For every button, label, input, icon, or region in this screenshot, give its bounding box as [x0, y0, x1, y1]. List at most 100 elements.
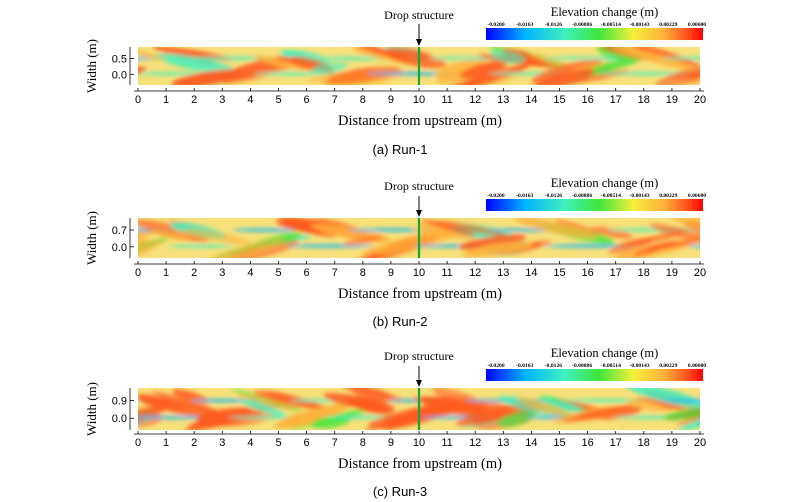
x-tick-label: 9: [388, 267, 394, 279]
bed-patch: [497, 410, 536, 428]
y-tick-label: 0.0: [112, 242, 127, 254]
bed-patch: [775, 409, 800, 435]
bed-patch: [756, 228, 800, 253]
drop-arrow-head: [416, 39, 422, 46]
colorbar-tick-label: 0.00229: [659, 363, 677, 369]
colorbar-title: Elevation change (m): [551, 176, 659, 190]
x-tick-label: 20: [694, 94, 706, 106]
drop-arrow-head: [416, 380, 422, 387]
scour-channel: [751, 399, 800, 402]
x-tick-label: 16: [581, 94, 593, 106]
colorbar-title: Elevation change (m): [551, 346, 659, 360]
bed-patch: [793, 65, 800, 85]
bed-patch: [710, 47, 781, 79]
bed-patch: [240, 399, 285, 416]
bed-patch: [531, 59, 602, 84]
colorbar-tick-label: -0.00143: [630, 193, 650, 199]
y-tick-label: 0.7: [112, 225, 127, 237]
bed-patch: [792, 62, 800, 82]
x-tick-label: 4: [247, 437, 253, 449]
bed-patch: [710, 52, 789, 75]
bed-patch: [576, 405, 645, 421]
x-tick-label: 1: [163, 437, 169, 449]
bed-patch: [744, 226, 800, 253]
x-tick-label: 17: [610, 437, 622, 449]
x-axis-title: Distance from upstream (m): [338, 456, 502, 472]
x-tick-label: 6: [304, 267, 310, 279]
colorbar-tick-label: -0.0200: [487, 193, 504, 199]
drop-structure-label: Drop structure: [384, 8, 454, 22]
x-tick-label: 2: [191, 267, 197, 279]
scour-channel: [168, 244, 235, 248]
x-tick-label: 7: [332, 94, 338, 106]
bed-patch: [535, 68, 595, 85]
y-tick-label: 0.0: [112, 413, 127, 425]
bed-patch: [540, 397, 585, 413]
bed-patch: [632, 240, 678, 257]
bed-patch: [37, 216, 113, 247]
colorbar-tick-label: 0.00600: [688, 22, 706, 28]
colorbar-tick-label: 0.00229: [659, 193, 677, 199]
y-axis-title: Width (m): [84, 382, 99, 436]
bed-patch: [138, 49, 167, 62]
x-tick-label: 3: [219, 94, 225, 106]
bed-patch: [698, 392, 700, 413]
x-tick-label: 11: [441, 437, 452, 449]
bed-patch: [737, 232, 800, 257]
bed-patch: [629, 47, 700, 66]
x-tick-label: 17: [610, 94, 622, 106]
x-axis-title: Distance from upstream (m): [338, 286, 502, 302]
scour-channel: [544, 56, 634, 61]
x-tick-label: 17: [610, 267, 622, 279]
x-tick-label: 15: [553, 267, 565, 279]
bed-patch: [662, 407, 700, 421]
bed-patch: [794, 68, 800, 88]
bed-patch: [434, 57, 487, 79]
x-tick-label: 14: [525, 267, 537, 279]
x-tick-label: 1: [163, 267, 169, 279]
bed-patch: [138, 395, 221, 419]
bed-patch: [41, 395, 89, 416]
colorbar-tick-label: -0.00886: [572, 193, 592, 199]
x-tick-label: 7: [332, 437, 338, 449]
x-tick-label: 3: [219, 437, 225, 449]
bed-patch: [462, 241, 534, 257]
x-tick-label: 13: [497, 94, 509, 106]
x-tick-label: 10: [413, 94, 425, 106]
y-tick-label: 0.5: [112, 53, 127, 65]
scour-channel: [719, 72, 800, 75]
bed-patch: [375, 229, 459, 255]
x-tick-label: 14: [525, 94, 537, 106]
colorbar-tick-label: 0.00229: [659, 22, 677, 28]
colorbar-tick-label: -0.0163: [516, 22, 533, 28]
bed-patch: [779, 405, 800, 424]
x-tick-label: 20: [694, 437, 706, 449]
x-tick-label: 8: [360, 94, 366, 106]
drop-structure-label: Drop structure: [384, 349, 454, 363]
x-tick-label: 2: [191, 94, 197, 106]
drop-structure-label: Drop structure: [384, 179, 454, 193]
bed-patch: [138, 66, 147, 85]
colorbar-tick-label: -0.0126: [545, 22, 562, 28]
bed-patch: [648, 223, 700, 246]
bed-patch: [699, 390, 772, 425]
x-tick-label: 10: [413, 437, 425, 449]
bed-patch: [420, 396, 485, 418]
bed-patch: [138, 238, 150, 258]
colorbar-tick-label: -0.00886: [572, 363, 592, 369]
colorbar-tick-label: -0.0126: [545, 363, 562, 369]
scour-channel: [703, 416, 800, 419]
bed-patch: [386, 50, 447, 69]
colorbar-tick-label: -0.00143: [630, 22, 650, 28]
bed-patch: [678, 414, 700, 430]
x-tick-label: 6: [304, 94, 310, 106]
x-tick-label: 5: [275, 267, 281, 279]
x-tick-label: 5: [275, 437, 281, 449]
bed-patch: [459, 60, 507, 79]
scour-channel: [31, 244, 113, 247]
scour-channel: [286, 244, 375, 248]
bed-patch: [708, 221, 774, 246]
bed-patch: [446, 64, 531, 85]
bed-patch: [751, 406, 800, 429]
x-tick-label: 0: [135, 437, 141, 449]
